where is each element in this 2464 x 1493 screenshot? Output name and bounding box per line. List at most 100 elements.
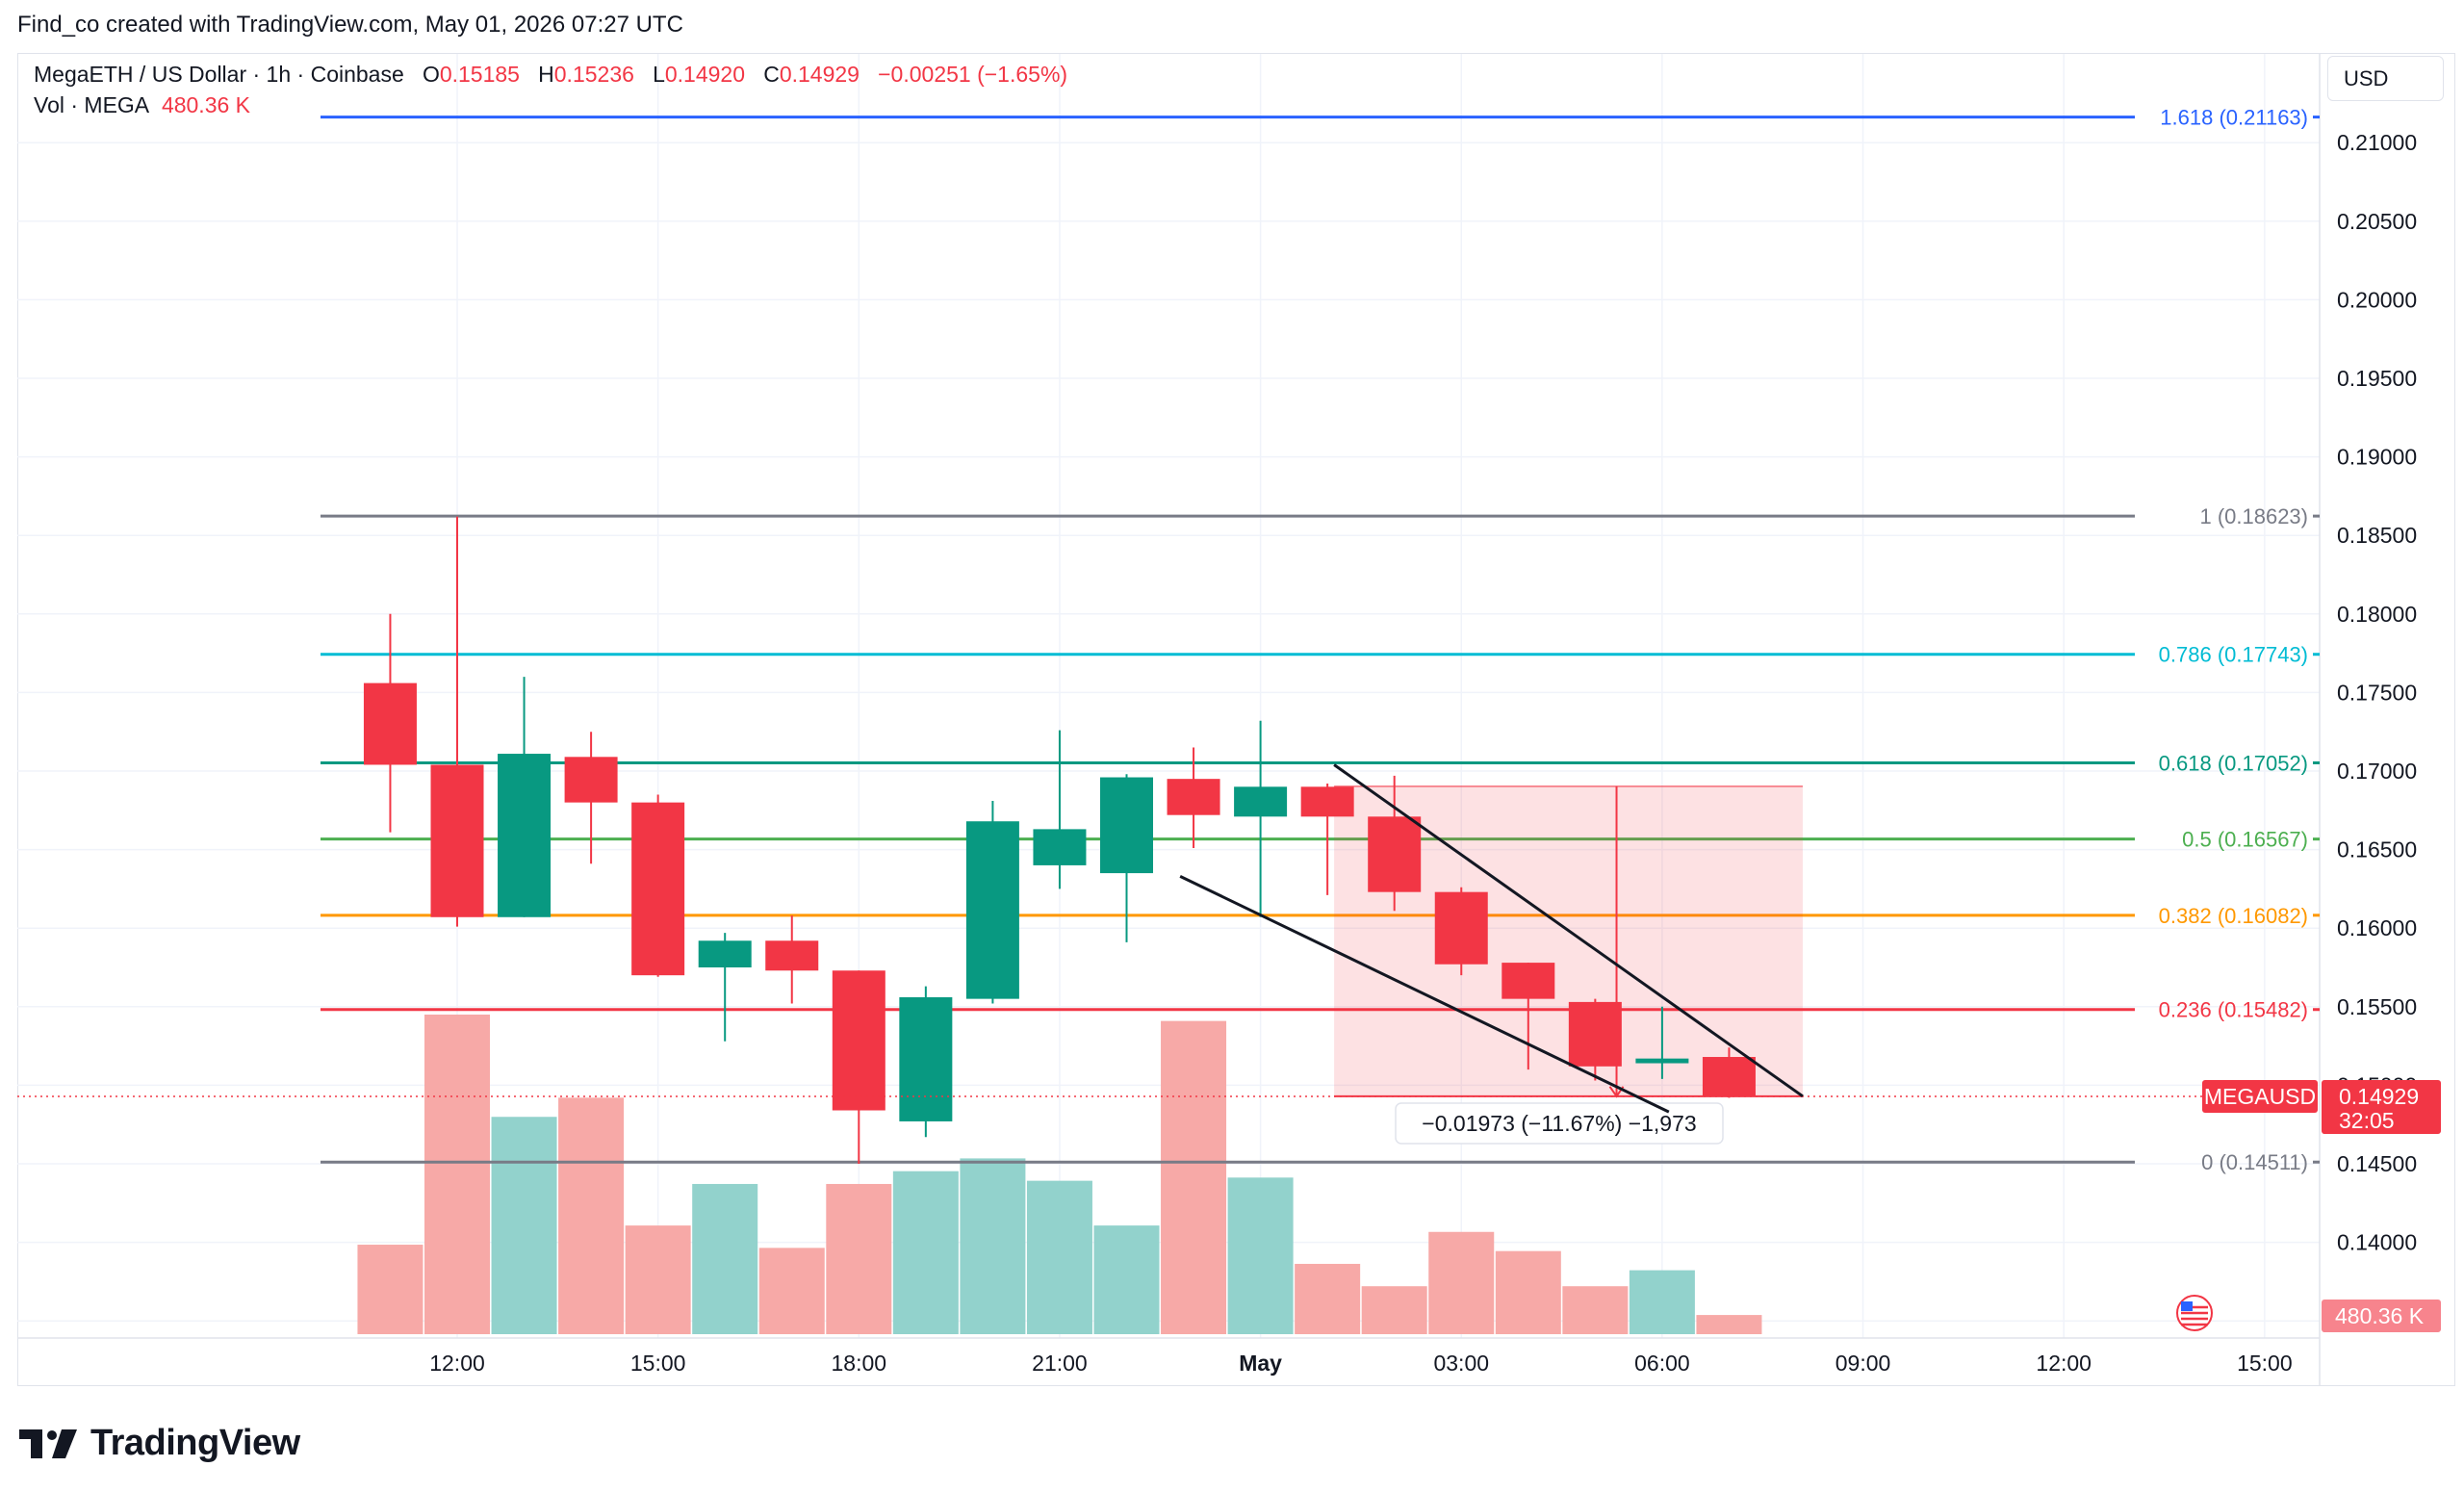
- fib-level-label: 0.382 (0.16082): [2159, 904, 2308, 928]
- time-tick-label: 03:00: [1433, 1351, 1489, 1376]
- high-label: H: [538, 62, 554, 87]
- measure-label-text: −0.01973 (−11.67%) −1,973: [1422, 1111, 1696, 1136]
- price-tick-label: 0.16500: [2337, 837, 2417, 862]
- volume-bar: [1562, 1286, 1629, 1334]
- fib-level-label: 1 (0.18623): [2199, 504, 2308, 528]
- bar-countdown-text: 32:05: [2339, 1108, 2395, 1133]
- price-tick-label: 0.14500: [2337, 1151, 2417, 1176]
- close-label: C: [763, 62, 780, 87]
- high-value: 0.15236: [553, 62, 634, 87]
- time-tick-label: 15:00: [630, 1351, 686, 1376]
- last-price-badge: [2322, 1079, 2441, 1134]
- candle-body: [564, 757, 618, 803]
- fib-level-label: 0.5 (0.16567): [2182, 828, 2308, 852]
- price-axis: 0.21000 0.20500 0.20000 0.19500 0.19000 0.185…: [2337, 130, 2417, 1333]
- fibonacci-retracement: 1.618 (0.21163) 1 (0.18623) 0.786 (0.17743…: [321, 106, 2320, 1174]
- chart-frame: [17, 53, 2455, 1386]
- volume-bar: [1629, 1270, 1695, 1334]
- trend-channel-line: [1333, 763, 1804, 1098]
- volume-bar: [1428, 1231, 1495, 1334]
- fib-level-label: 0.236 (0.15482): [2159, 998, 2308, 1022]
- tradingview-logo[interactable]: TradingView: [19, 1423, 300, 1464]
- flag-canton: [2181, 1301, 2193, 1311]
- candle-body: [965, 821, 1019, 999]
- volume-bar: [491, 1117, 557, 1334]
- time-tick-label: 09:00: [1835, 1351, 1891, 1376]
- price-tick-label: 0.20500: [2337, 209, 2417, 234]
- volume-bar: [424, 1015, 490, 1334]
- volume-value: 480.36 K: [161, 92, 251, 117]
- volume-badge-text: 480.36 K: [2335, 1303, 2425, 1328]
- open-value: 0.15185: [439, 62, 520, 87]
- chart-attribution: Find_co created with TradingView.com, Ma…: [17, 12, 683, 38]
- price-tick-label: 0.16000: [2337, 915, 2417, 940]
- candle-body: [1300, 786, 1354, 817]
- candle-body: [631, 802, 685, 976]
- price-tick-label: 0.18500: [2337, 523, 2417, 548]
- currency-label: USD: [2344, 65, 2389, 90]
- fib-level-label: 1.618 (0.21163): [2160, 106, 2308, 130]
- volume-bar: [1093, 1225, 1160, 1334]
- volume-bar: [1227, 1177, 1294, 1334]
- candle-body: [363, 682, 417, 765]
- volume-bar: [960, 1158, 1026, 1334]
- candle-body: [832, 970, 886, 1111]
- symbol-badge: [2202, 1079, 2318, 1113]
- price-tick-label: 0.19500: [2337, 366, 2417, 391]
- tradingview-logo-icon: [19, 1429, 77, 1458]
- price-tick-label: 0.20000: [2337, 287, 2417, 312]
- price-tick-label: 0.19000: [2337, 445, 2417, 470]
- currency-selector[interactable]: USD: [2327, 56, 2444, 101]
- fib-level-label: 0.786 (0.17743): [2159, 643, 2308, 667]
- price-tick-label: 0.14000: [2337, 1230, 2417, 1255]
- time-tick-label: 18:00: [832, 1351, 887, 1376]
- symbol-title: MegaETH / US Dollar · 1h · Coinbase: [34, 62, 404, 87]
- volume-bar: [1696, 1315, 1762, 1334]
- volume-bar: [625, 1225, 691, 1334]
- volume-bar: [1495, 1250, 1561, 1334]
- candle-body: [899, 997, 953, 1121]
- price-tick-label: 0.17000: [2337, 759, 2417, 784]
- symbol-legend: MegaETH / US Dollar · 1h · Coinbase O0.1…: [34, 62, 1067, 88]
- time-tick-label: May: [1239, 1351, 1282, 1376]
- symbol-badge-text: MEGAUSD: [2204, 1084, 2316, 1109]
- measure-label: −0.01973 (−11.67%) −1,973: [1395, 1102, 1724, 1145]
- chart-canvas[interactable]: 1.618 (0.21163) 1 (0.18623) 0.786 (0.17743…: [0, 0, 2464, 1405]
- volume-bar: [892, 1171, 959, 1334]
- candle-body: [430, 764, 484, 917]
- volume-bar: [826, 1183, 892, 1334]
- time-tick-label: 12:00: [429, 1351, 485, 1376]
- low-label: L: [653, 62, 665, 87]
- candle-body: [1100, 777, 1153, 874]
- brand-name: TradingView: [90, 1423, 300, 1463]
- volume-badge: [2322, 1300, 2441, 1332]
- candle-body: [1234, 786, 1288, 817]
- us-flag-icon: [2176, 1295, 2213, 1331]
- measure-label-box: [1395, 1102, 1724, 1145]
- time-tick-label: 21:00: [1032, 1351, 1088, 1376]
- volume-bar: [558, 1097, 625, 1334]
- candle-body: [1702, 1057, 1756, 1096]
- volume-legend: Vol · MEGA 480.36 K: [34, 92, 250, 118]
- volume-bars: [357, 1015, 1762, 1334]
- candle-body: [1368, 816, 1422, 892]
- candle-body: [1434, 891, 1488, 965]
- candle-body: [1167, 779, 1220, 815]
- volume-bar: [357, 1245, 424, 1334]
- volume-bar: [758, 1248, 825, 1334]
- trend-channel: [1179, 763, 1804, 1114]
- volume-bar: [1295, 1263, 1361, 1334]
- candlesticks: [17, 516, 2320, 1164]
- fib-level-label: 0.618 (0.17052): [2159, 752, 2308, 776]
- fib-level-label: 0 (0.14511): [2201, 1150, 2308, 1174]
- candle-body: [1635, 1058, 1689, 1064]
- volume-bar: [1026, 1180, 1092, 1334]
- volume-bar: [1361, 1286, 1427, 1334]
- time-tick-label: 06:00: [1634, 1351, 1690, 1376]
- candle-body: [698, 940, 752, 967]
- price-tick-label: 0.18000: [2337, 602, 2417, 627]
- candle-body: [498, 754, 552, 917]
- volume-bar: [692, 1183, 758, 1334]
- last-price-text: 0.14929: [2339, 1084, 2419, 1109]
- price-tick-label: 0.21000: [2337, 130, 2417, 155]
